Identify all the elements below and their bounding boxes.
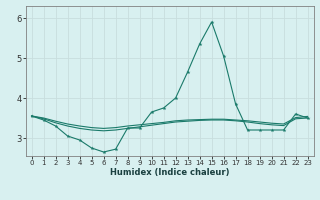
X-axis label: Humidex (Indice chaleur): Humidex (Indice chaleur) <box>110 168 229 177</box>
